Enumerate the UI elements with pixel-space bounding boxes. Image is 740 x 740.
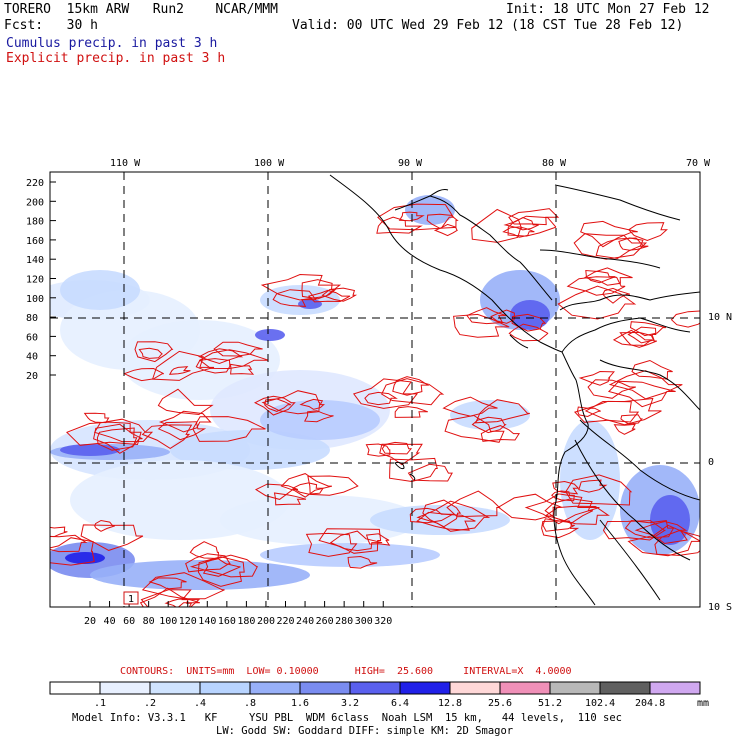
top-lon-label: 70 W [686,158,711,169]
top-lon-label: 90 W [398,158,423,169]
bottom-tick-label: 280 [335,616,353,627]
colorbar-swatch [49,681,101,695]
left-tick-label: 120 [26,275,44,286]
bottom-tick-label: 20 [84,616,96,627]
colorbar-label: .2 [144,698,156,709]
left-tick-label: 100 [26,294,44,305]
colorbar-label: .8 [244,698,256,709]
model-title: TORERO 15km ARW Run2 NCAR/MMM [4,2,278,17]
colorbar-swatch [499,681,551,695]
colorbar-label: 102.4 [585,698,615,709]
right-lat-label: 10 N [708,312,732,323]
box-marker [123,591,139,605]
colorbar-unit: mm [697,698,709,709]
box-marker-label: 1 [128,594,134,605]
colorbar-swatch [449,681,501,695]
model-info-line1: Model Info: V3.3.1 KF YSU PBL WDM 6class… [72,712,622,724]
left-tick-label: 80 [26,313,38,324]
bottom-tick-label: 260 [316,616,334,627]
left-tick-label: 180 [26,217,44,228]
bottom-tick-label: 120 [179,616,197,627]
explicit-precip-contours [50,203,700,607]
forecast-hour: Fcst: 30 h [4,18,98,33]
model-info-line2: LW: Godd SW: Goddard DIFF: simple KM: 2D… [216,725,514,737]
colorbar-swatch [99,681,151,695]
bottom-tick-label: 220 [277,616,295,627]
colorbar-swatch [199,681,251,695]
left-tick-label: 220 [26,178,44,189]
colorbar-label: 1.6 [291,698,309,709]
bottom-tick-label: 140 [198,616,216,627]
colorbar-swatch [349,681,401,695]
left-tick-label: 40 [26,352,38,363]
colorbar-label: 3.2 [341,698,359,709]
bottom-tick-label: 80 [143,616,155,627]
bottom-tick-label: 240 [296,616,314,627]
bottom-tick-label: 60 [123,616,135,627]
lat-lon-grid [50,172,700,607]
cumulus-precip-label: Cumulus precip. in past 3 h [6,36,218,51]
left-tick-label: 60 [26,332,38,343]
coastlines [329,174,700,606]
contours-info: CONTOURS: UNITS=mm LOW= 0.10000 HIGH= 25… [120,666,572,677]
colorbar-swatch [599,681,651,695]
init-time: Init: 18 UTC Mon 27 Feb 12 [506,2,710,17]
left-tick-label: 160 [26,236,44,247]
valid-time: Valid: 00 UTC Wed 29 Feb 12 (18 CST Tue … [292,18,684,33]
colorbar-swatch [399,681,451,695]
top-lon-label: 110 W [110,158,141,169]
colorbar-label: .4 [194,698,206,709]
bottom-tick-label: 100 [159,616,177,627]
bottom-tick-label: 300 [355,616,373,627]
bottom-tick-label: 40 [104,616,116,627]
colorbar-label: 12.8 [438,698,462,709]
colorbar-swatch [299,681,351,695]
bottom-tick-label: 320 [374,616,392,627]
colorbar-label: 25.6 [488,698,512,709]
colorbar-swatch [549,681,601,695]
colorbar-label: 204.8 [635,698,665,709]
right-lat-label: 10 S [708,602,732,613]
top-lon-label: 100 W [254,158,285,169]
left-tick-label: 140 [26,255,44,266]
top-lon-label: 80 W [542,158,567,169]
bottom-tick-label: 200 [257,616,275,627]
bottom-tick-label: 180 [237,616,255,627]
colorbar-label: 51.2 [538,698,562,709]
plot-frame [49,171,701,608]
colorbar [49,681,701,695]
left-tick-label: 20 [26,371,38,382]
bottom-tick-label: 160 [218,616,236,627]
colorbar-swatch [249,681,301,695]
explicit-precip-label: Explicit precip. in past 3 h [6,51,226,66]
colorbar-swatch [149,681,201,695]
colorbar-label: .1 [94,698,106,709]
colorbar-label: 6.4 [391,698,409,709]
colorbar-swatch [649,681,701,695]
right-lat-label: 0 [708,457,714,468]
left-tick-label: 200 [26,197,44,208]
